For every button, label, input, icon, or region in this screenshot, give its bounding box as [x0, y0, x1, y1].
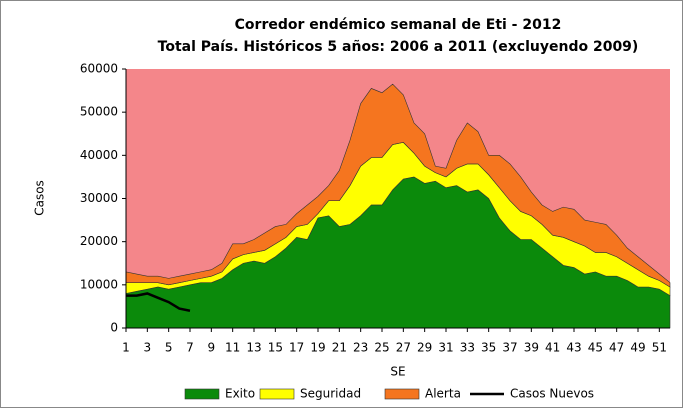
y-tick-label: 20000	[80, 234, 118, 248]
chart-title: Corredor endémico semanal de Eti - 2012	[235, 17, 562, 33]
x-tick-label: 9	[208, 341, 216, 355]
y-tick-label: 10000	[80, 277, 118, 291]
x-tick-label: 29	[417, 341, 432, 355]
legend-swatch	[184, 388, 220, 400]
x-tick-label: 43	[566, 341, 581, 355]
x-axis-label: SE	[390, 365, 405, 379]
x-tick-label: 1	[122, 341, 130, 355]
y-tick-label: 0	[110, 321, 118, 335]
y-axis-label: Casos	[33, 180, 47, 216]
x-tick-label: 51	[652, 341, 667, 355]
x-tick-label: 25	[374, 341, 389, 355]
x-tick-label: 19	[310, 341, 325, 355]
x-tick-label: 37	[502, 341, 517, 355]
legend-label: Casos Nuevos	[510, 387, 594, 401]
x-tick-label: 11	[225, 341, 240, 355]
area	[125, 83, 671, 288]
legend-label: Seguridad	[300, 387, 361, 401]
x-tick-label: 45	[588, 341, 603, 355]
line	[126, 292, 191, 312]
x-tick-label: 15	[268, 341, 283, 355]
x-tick-label: 7	[186, 341, 194, 355]
legend-label: Exito	[225, 387, 255, 401]
x-tick-label: 47	[609, 341, 624, 355]
x-tick-label: 13	[246, 341, 261, 355]
x-tick-label: 23	[353, 341, 368, 355]
legend-swatch	[259, 388, 295, 400]
x-tick-label: 35	[481, 341, 496, 355]
y-tick-label: 40000	[80, 148, 118, 162]
x-tick-label: 27	[396, 341, 411, 355]
x-tick-label: 21	[332, 341, 347, 355]
x-tick-label: 3	[144, 341, 152, 355]
y-tick-label: 50000	[80, 105, 118, 119]
x-tick-label: 41	[545, 341, 560, 355]
x-tick-label: 49	[630, 341, 645, 355]
legend-label: Alerta	[425, 387, 461, 401]
x-tick-label: 5	[165, 341, 173, 355]
legend-swatch	[384, 388, 420, 400]
x-tick-label: 17	[289, 341, 304, 355]
x-tick-label: 33	[460, 341, 475, 355]
x-tick-label: 39	[524, 341, 539, 355]
x-tick-label: 31	[438, 341, 453, 355]
y-tick-label: 30000	[80, 191, 118, 205]
chart-subtitle: Total País. Históricos 5 años: 2006 a 20…	[158, 39, 639, 55]
y-tick-label: 60000	[80, 62, 118, 76]
